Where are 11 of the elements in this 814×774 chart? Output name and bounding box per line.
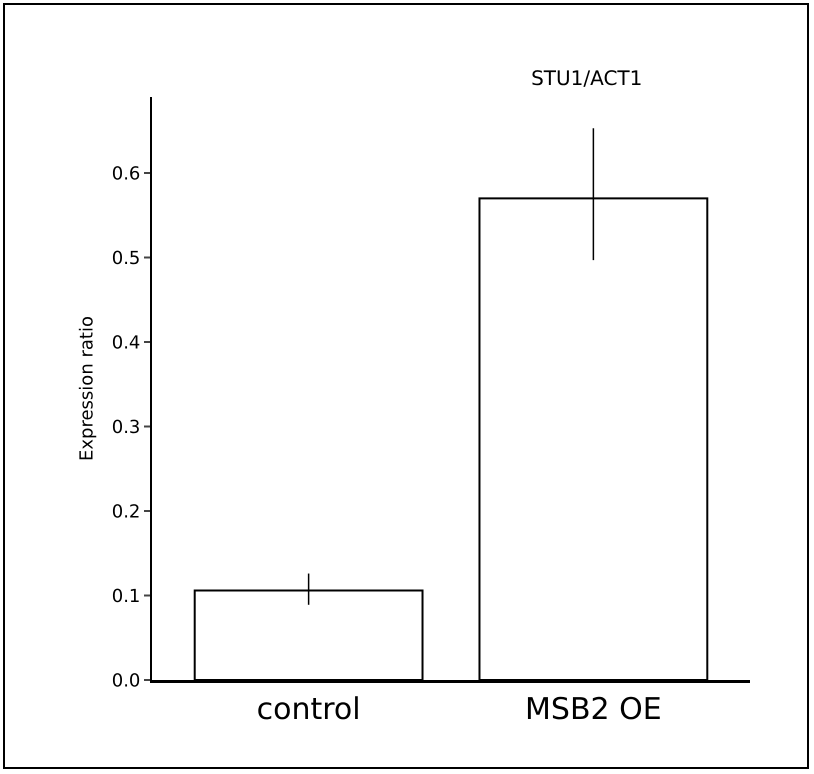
- y-tick-label: 0.4: [112, 332, 140, 354]
- x-tick-label: control: [256, 692, 361, 727]
- y-tick-label: 0.5: [112, 248, 140, 269]
- y-tick-label: 0.0: [112, 670, 140, 692]
- y-tick-label: 0.2: [112, 501, 140, 522]
- x-tick-label: MSB2 OE: [525, 692, 662, 727]
- y-tick-label: 0.3: [112, 416, 140, 438]
- y-tick-label: 0.1: [112, 586, 140, 607]
- y-tick-label: 0.6: [112, 163, 140, 184]
- chart-title: STU1/ACT1: [531, 66, 642, 90]
- y-axis-title: Expression ratio: [76, 316, 98, 461]
